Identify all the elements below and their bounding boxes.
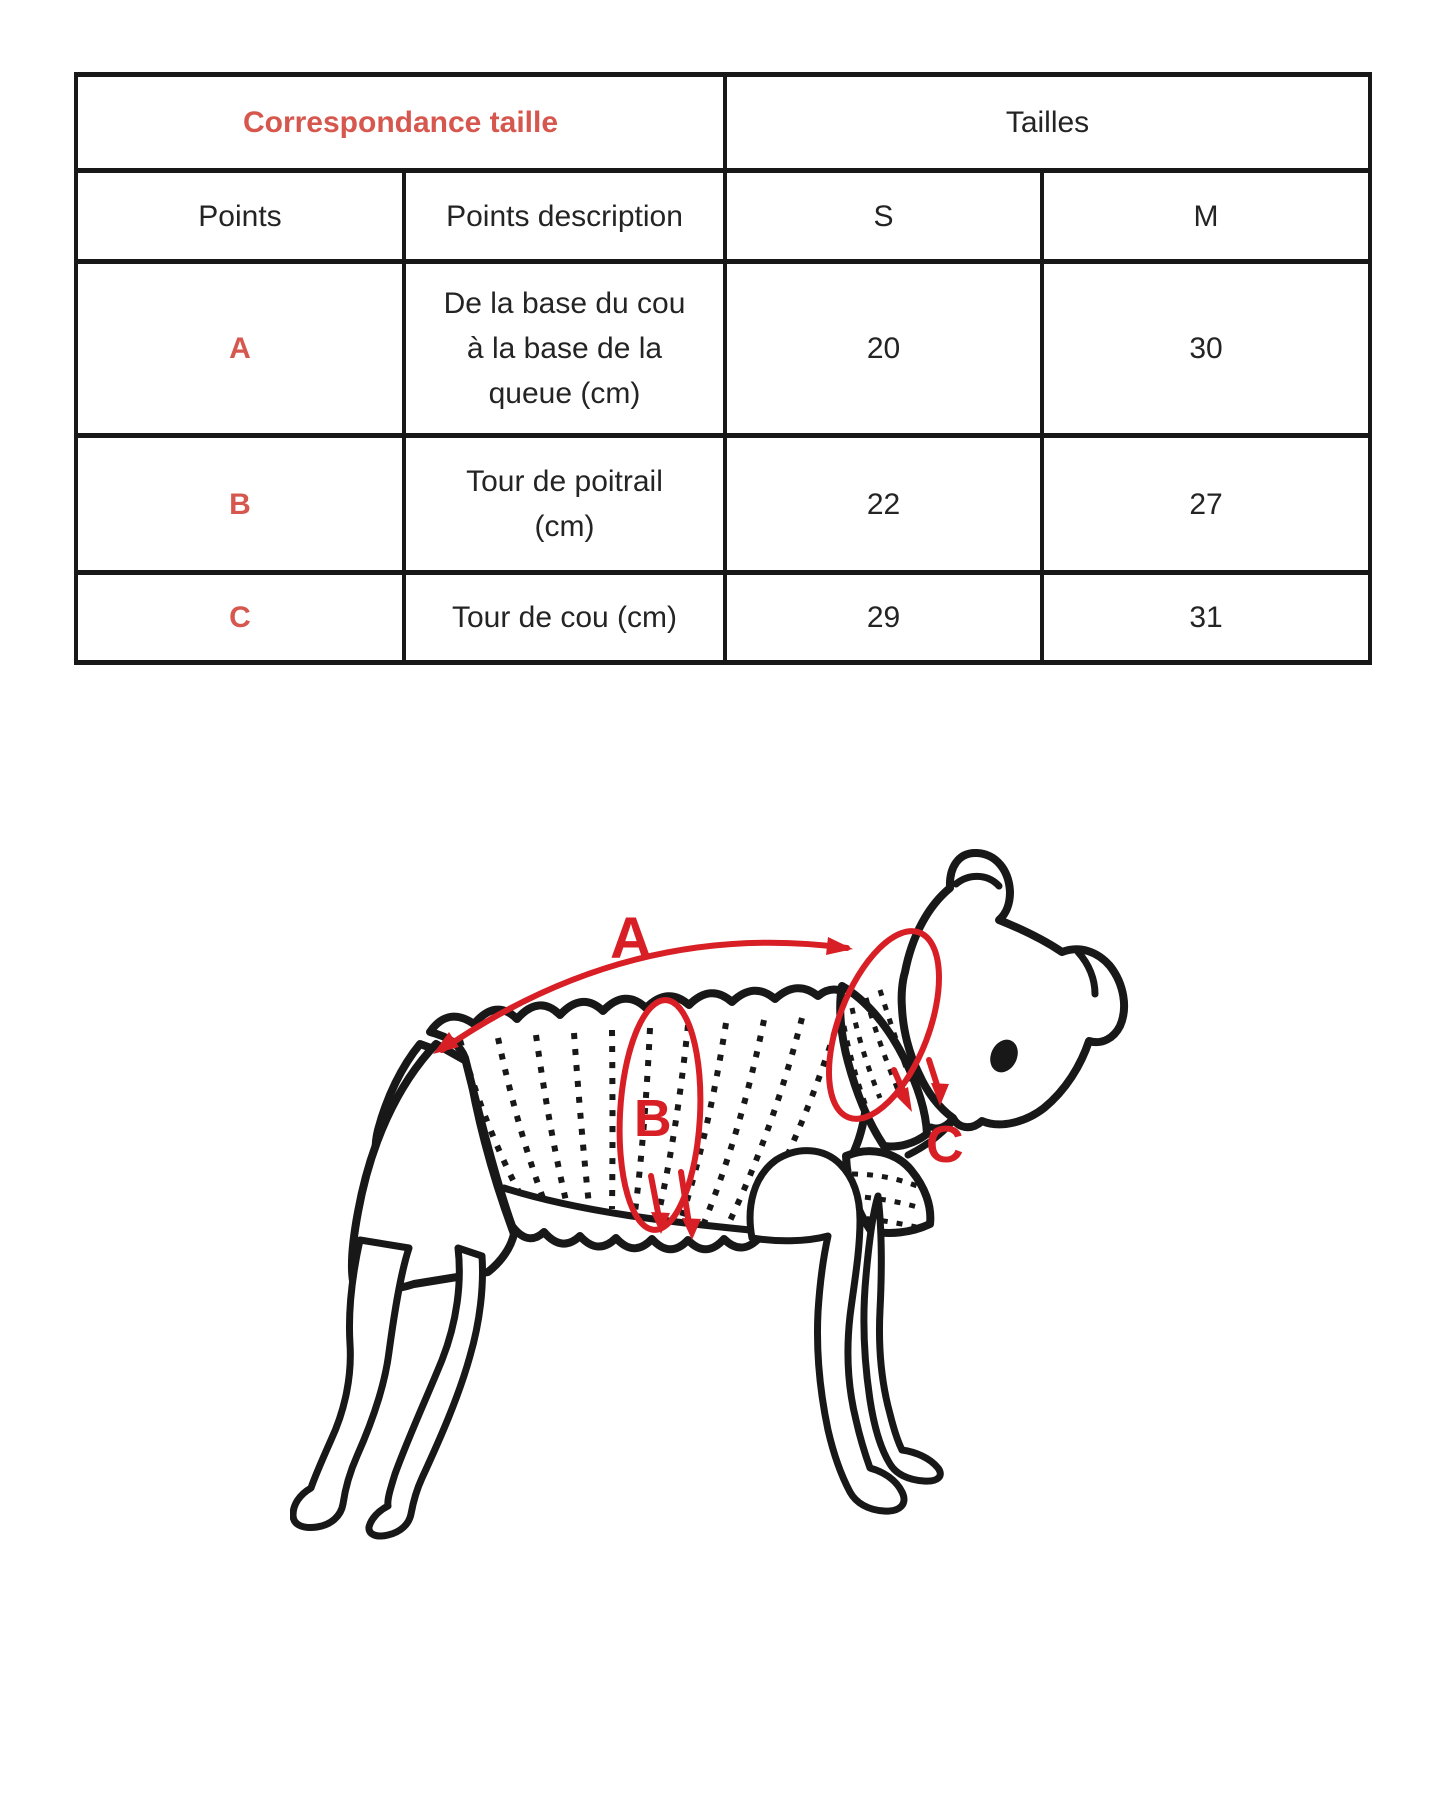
column-header-row: Points Points description S M: [74, 168, 1372, 264]
measurement-arrow-a: [439, 939, 850, 1053]
arrowhead-b1: [651, 1212, 670, 1234]
point-description-text: De la base du cou à la base de la queue …: [443, 287, 686, 410]
value-m: 27: [1040, 433, 1372, 575]
measurement-arrow-b2: [678, 1169, 692, 1227]
point-description-text: Tour de cou (cm): [451, 601, 678, 634]
diagram-label-c: C: [926, 1116, 964, 1174]
value-s: 29: [723, 570, 1044, 665]
size-correspondence-table: Correspondance taille Tailles Points Poi…: [74, 72, 1372, 665]
table-title: Correspondance taille: [74, 72, 727, 173]
value-s: 20: [723, 259, 1044, 438]
point-label: C: [74, 570, 406, 665]
arrowhead-a-right: [826, 937, 853, 955]
dog-mouth-line: [927, 1114, 957, 1132]
measurement-ellipse-c: [826, 928, 942, 1122]
table-header-row: Correspondance taille Tailles: [74, 72, 1372, 173]
column-header-size-m: M: [1040, 168, 1372, 264]
dog-ear-inner-line: [1074, 948, 1099, 998]
dog-figure: A B C: [289, 849, 1129, 1540]
point-label: B: [74, 433, 406, 575]
dog-eye: [990, 1039, 1018, 1073]
point-description-text: Tour de poitrail (cm): [466, 465, 663, 543]
point-label: A: [74, 259, 406, 438]
value-m: 30: [1040, 259, 1372, 438]
column-header-size-s: S: [723, 168, 1044, 264]
point-description: Tour de cou (cm): [402, 570, 727, 665]
arrowhead-c2: [931, 1083, 949, 1106]
diagram-label-a: A: [610, 906, 652, 971]
column-header-points: Points: [74, 168, 406, 264]
diagram-label-b: B: [634, 1090, 672, 1148]
measurement-arrow-b1: [648, 1173, 662, 1221]
dog-ear-fold: [952, 872, 1003, 890]
column-header-points-description: Points description: [402, 168, 727, 264]
table-row: A De la base du cou à la base de la queu…: [74, 259, 1372, 438]
dog-hind-leg-far: [365, 1244, 486, 1540]
value-s: 22: [723, 433, 1044, 575]
arrowhead-c1: [894, 1087, 912, 1112]
arrowhead-b2: [682, 1218, 701, 1240]
dog-collar: [836, 982, 931, 1151]
dog-head: [897, 849, 1129, 1132]
dog-measurement-diagram: A B C: [289, 840, 1170, 1540]
table-row: C Tour de cou (cm) 29 31: [74, 570, 1372, 665]
dog-front-leg-near: [746, 1147, 908, 1515]
point-description: Tour de poitrail (cm): [402, 433, 727, 575]
measurement-ellipse-b: [616, 997, 704, 1233]
point-description: De la base du cou à la base de la queue …: [402, 259, 727, 438]
value-m: 31: [1040, 570, 1372, 665]
vest-belly-seam: [500, 1184, 754, 1234]
arrowhead-a-left: [433, 1032, 459, 1054]
table-row: B Tour de poitrail (cm) 22 27: [74, 433, 1372, 575]
dog-hind-leg-near: [289, 1236, 413, 1531]
collar-dots: [841, 989, 915, 1113]
measurement-annotations: A B C: [433, 906, 964, 1240]
sizes-header: Tailles: [723, 72, 1372, 173]
dog-front-leg-far: [860, 1192, 944, 1485]
